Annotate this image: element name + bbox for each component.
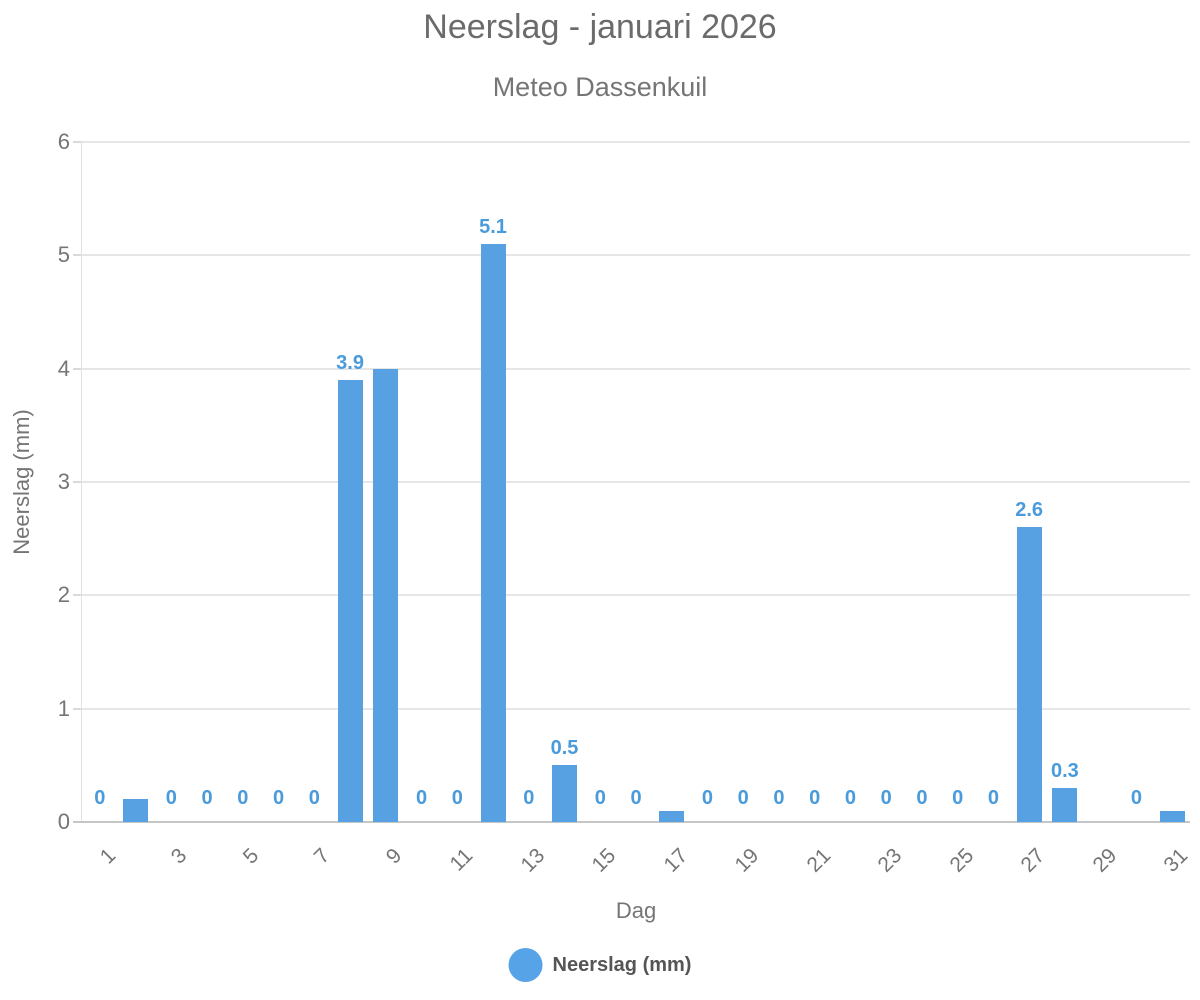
bar-day-8[interactable] (338, 380, 363, 822)
bar-label-day-22: 0 (844, 787, 856, 809)
bar-label-day-12: 5.1 (479, 216, 507, 238)
bar-label-day-23: 0 (880, 787, 892, 809)
x-tick-label-5: 5 (238, 844, 264, 869)
bar-day-12[interactable] (481, 244, 506, 822)
bar-label-day-3: 0 (165, 787, 177, 809)
chart-title: Neerslag - januari 2026 (423, 8, 777, 46)
y-tick-label-0: 0 (57, 809, 70, 834)
x-tick-label-25: 25 (945, 844, 979, 877)
bar-label-day-24: 0 (916, 787, 928, 809)
chart-subtitle: Meteo Dassenkuil (492, 72, 708, 102)
bar-label-day-16: 0 (630, 787, 642, 809)
y-axis-line (81, 142, 82, 822)
bar-label-day-28: 0.3 (1050, 760, 1079, 782)
y-axis-tick-6 (73, 141, 82, 143)
y-tick-label-5: 5 (57, 242, 70, 267)
bar-label-day-10: 0 (415, 787, 428, 809)
bar-day-31[interactable] (1160, 811, 1185, 822)
x-tick-label-13: 13 (516, 844, 550, 877)
gridline-3 (82, 481, 1190, 483)
bar-label-day-8: 3.9 (336, 352, 364, 374)
y-tick-label-6: 6 (57, 129, 70, 154)
x-tick-label-3: 3 (166, 844, 192, 869)
gridline-6 (82, 141, 1190, 143)
bar-day-9[interactable] (373, 369, 398, 822)
legend-label: Neerslag (mm) (552, 953, 692, 976)
x-axis-title: Dag (615, 898, 657, 923)
bar-label-day-1: 0 (94, 787, 106, 809)
gridline-4 (82, 368, 1190, 370)
bar-label-day-30: 0 (1130, 787, 1142, 809)
bar-label-day-21: 0 (809, 787, 821, 809)
gridline-5 (82, 254, 1190, 256)
bar-label-day-26: 0 (987, 787, 999, 809)
bar-day-17[interactable] (659, 811, 684, 822)
y-tick-label-3: 3 (57, 469, 70, 494)
bar-label-day-14: 0.5 (550, 737, 579, 760)
bar-label-day-27: 2.6 (1015, 499, 1044, 522)
x-tick-label-1: 1 (95, 844, 121, 869)
x-tick-label-15: 15 (587, 844, 621, 877)
bar-label-day-11: 0 (451, 787, 463, 809)
bar-label-day-13: 0 (523, 787, 535, 809)
x-tick-label-19: 19 (730, 844, 764, 877)
gridline-1 (82, 708, 1190, 710)
y-tick-label-2: 2 (57, 582, 70, 607)
x-tick-label-7: 7 (309, 844, 335, 869)
x-axis-line (73, 821, 1190, 823)
bar-label-day-6: 0 (273, 787, 285, 809)
bar-label-day-19: 0 (737, 787, 749, 809)
bar-day-27[interactable] (1017, 527, 1042, 822)
bar-label-day-5: 0 (237, 787, 249, 809)
gridline-2 (82, 594, 1190, 596)
y-tick-label-1: 1 (57, 696, 70, 721)
x-tick-label-29: 29 (1088, 844, 1122, 877)
y-axis-tick-5 (73, 254, 82, 256)
x-tick-label-23: 23 (873, 844, 907, 877)
bar-day-14[interactable] (552, 765, 577, 822)
bar-day-2[interactable] (123, 799, 148, 822)
y-axis-tick-1 (73, 708, 82, 710)
x-tick-label-21: 21 (802, 844, 836, 877)
bar-day-28[interactable] (1052, 788, 1077, 822)
y-axis-tick-4 (73, 368, 82, 370)
bar-label-day-4: 0 (201, 787, 213, 809)
bar-label-day-15: 0 (594, 787, 606, 809)
bar-label-day-25: 0 (952, 787, 964, 809)
y-axis-tick-2 (73, 594, 82, 596)
y-axis-tick-3 (73, 481, 82, 483)
x-tick-label-17: 17 (659, 844, 693, 877)
x-tick-label-9: 9 (381, 844, 407, 869)
bar-label-day-7: 0 (308, 787, 320, 809)
bar-label-day-20: 0 (773, 787, 785, 809)
bar-label-day-18: 0 (701, 787, 714, 809)
x-tick-label-27: 27 (1016, 844, 1050, 877)
legend-item-neerslag[interactable]: Neerslag (mm) (508, 948, 692, 982)
x-tick-label-11: 11 (445, 844, 478, 876)
x-tick-label-31: 31 (1159, 844, 1193, 877)
legend-marker-circle-icon (508, 948, 543, 982)
y-tick-label-4: 4 (57, 356, 70, 381)
